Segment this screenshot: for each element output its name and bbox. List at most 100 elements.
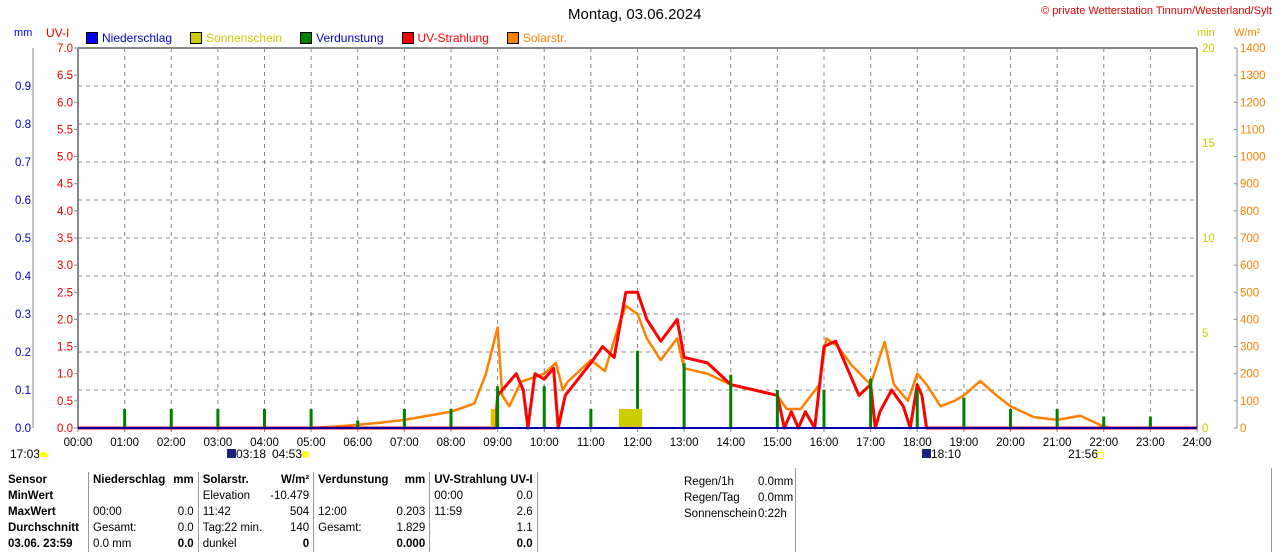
mm-tick-label: 0.6 xyxy=(15,195,31,207)
solar-tick-label: 600 xyxy=(1240,260,1259,272)
solar-tick-label: 500 xyxy=(1240,287,1259,299)
verdunstung-bar xyxy=(636,350,639,428)
verdunstung-bar xyxy=(542,386,546,428)
x-tick-label: 07:00 xyxy=(390,437,419,449)
uv-tick-label: 5.5 xyxy=(57,124,73,136)
sun-icon xyxy=(39,452,48,457)
verdunstung-bar xyxy=(775,390,779,428)
table-cell: 00:00 xyxy=(93,506,122,518)
x-tick-label: 11:00 xyxy=(577,437,605,449)
moon-dusk-icon xyxy=(922,449,931,458)
sunrise-icon xyxy=(302,451,309,458)
verdunstung-bar xyxy=(822,390,826,428)
table-cell xyxy=(392,488,431,504)
table-cell xyxy=(430,536,495,552)
uv-tick-label: 3.0 xyxy=(57,260,73,272)
summary-label: Sonnenschein xyxy=(684,508,757,520)
verdunstung-bar xyxy=(869,378,873,428)
summary-row: Regen/1h 0.0mm xyxy=(684,474,793,490)
mm-tick-label: 0.2 xyxy=(15,347,31,359)
table-cell: 11:59 xyxy=(434,506,463,518)
right-divider xyxy=(1271,468,1272,552)
x-tick-label: 00:00 xyxy=(64,437,93,449)
solar-unit-label: W/m² xyxy=(1234,27,1261,39)
x-tick-label: 08:00 xyxy=(437,437,466,449)
table-cell: 504 xyxy=(266,504,315,520)
x-tick-label: 16:00 xyxy=(810,437,839,449)
mm-unit-label: mm xyxy=(14,27,33,39)
verdunstung-bar xyxy=(216,409,220,428)
table-cell: 0.000 xyxy=(392,536,431,552)
uv-tick-label: 1.0 xyxy=(57,369,73,381)
table-cell: 2.6 xyxy=(494,504,538,520)
solar-tick-label: 100 xyxy=(1240,396,1259,408)
solar-tick-label: 400 xyxy=(1240,314,1259,326)
solar-tick-label: 1100 xyxy=(1240,124,1265,136)
uv-tick-label: 1.5 xyxy=(57,342,73,354)
x-tick-label: 13:00 xyxy=(670,437,699,449)
uv-tick-label: 6.0 xyxy=(57,97,73,109)
table-cell xyxy=(169,488,199,504)
x-tick-label: 15:00 xyxy=(763,437,792,449)
x-tick-label: 24:00 xyxy=(1183,437,1212,449)
summary-value: 0.0mm xyxy=(758,492,794,504)
solar-tick-label: 1300 xyxy=(1240,70,1266,82)
legend-item: UV-Strahlung xyxy=(401,31,489,45)
table-cell: 03.06. 23:59 xyxy=(4,536,89,552)
legend: Niederschlag Sonnenschein Verdunstung UV-St… xyxy=(86,31,585,47)
verdunstung-bar xyxy=(169,409,173,428)
x-tick-label: 23:00 xyxy=(1136,437,1165,449)
x-tick-label: 03:00 xyxy=(203,437,232,449)
summary-value: 0.0mm xyxy=(758,476,794,488)
table-cell: Elevation xyxy=(202,490,250,502)
col-verdunstung: Verdunstung xyxy=(318,474,389,486)
solar-tick-label: 1400 xyxy=(1240,43,1266,55)
table-cell: 1.829 xyxy=(392,520,431,536)
x-tick-label: 05:00 xyxy=(297,437,326,449)
table-cell: 0.0 xyxy=(494,536,538,552)
col-uv: UV-Strahlung UV-I xyxy=(429,472,538,488)
table-cell: 11:42 xyxy=(202,506,231,518)
solar-tick-label: 0 xyxy=(1240,423,1246,435)
verdunstung-bar xyxy=(962,397,966,428)
col-solar: Solarstr. xyxy=(202,474,249,486)
verdunstung-bar xyxy=(589,409,593,428)
chart-title: Montag, 03.06.2024 xyxy=(568,6,702,23)
legend-swatch xyxy=(86,32,98,44)
solar-tick-label: 700 xyxy=(1240,233,1259,245)
solar-tick-label: 1200 xyxy=(1240,97,1266,109)
table-header-row: Sensor Niederschlag mm Solarstr. W/m² Ve… xyxy=(4,472,538,488)
legend-swatch xyxy=(300,32,313,44)
table-cell xyxy=(314,536,393,552)
table-cell: 0.0 xyxy=(169,504,199,520)
legend-swatch xyxy=(401,32,414,44)
verdunstung-bar xyxy=(1148,416,1152,428)
col-verdunstung-unit: mm xyxy=(392,472,431,488)
summary-box: Regen/1h 0.0mm Regen/Tag 0.0mm Sonnenschein0… xyxy=(684,474,793,522)
verdunstung-bar xyxy=(682,363,686,428)
uv-tick-label: 6.5 xyxy=(57,70,73,82)
table-cell: -10.479 xyxy=(266,488,315,504)
stats-table: Sensor Niederschlag mm Solarstr. W/m² Ve… xyxy=(4,472,538,552)
col-niederschlag-unit: mm xyxy=(169,472,199,488)
table-cell: Durchschnitt xyxy=(4,520,89,536)
mm-tick-label: 0.7 xyxy=(15,157,31,169)
table-cell: Gesamt: xyxy=(93,522,137,534)
sunset-time: 21:56 xyxy=(1068,447,1099,461)
verdunstung-bar xyxy=(729,374,733,428)
x-tick-label: 12:00 xyxy=(623,437,652,449)
table-cell xyxy=(314,488,393,504)
mm-tick-label: 0.1 xyxy=(15,385,31,397)
verdunstung-bar xyxy=(496,386,500,428)
uv-tick-label: 4.5 xyxy=(57,179,73,191)
prev-sunset-time: 17:03 xyxy=(10,447,41,461)
legend-swatch xyxy=(190,32,203,44)
mm-tick-label: 0.3 xyxy=(15,309,31,321)
table-cell: 0.0 xyxy=(169,520,199,536)
uv-tick-label: 0.0 xyxy=(57,423,73,435)
summary-value: 0:22h xyxy=(758,508,787,520)
col-solar-unit: W/m² xyxy=(266,472,315,488)
mm-tick-label: 0.9 xyxy=(15,81,31,93)
verdunstung-bar xyxy=(449,409,453,428)
table-cell: dunkel xyxy=(202,538,237,550)
